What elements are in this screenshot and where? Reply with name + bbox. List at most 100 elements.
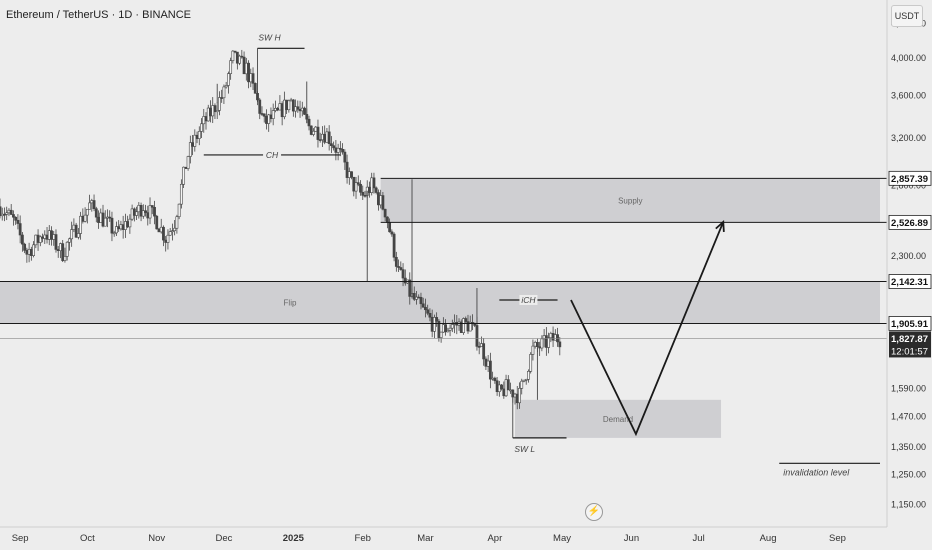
candle-body: [538, 346, 542, 349]
candle-body: [222, 86, 226, 99]
candle-body: [240, 55, 244, 58]
structure-label-sw-h: SW H: [258, 32, 281, 42]
candle-body: [9, 209, 13, 215]
candle-body: [25, 250, 29, 255]
candle-body: [20, 234, 24, 245]
candle-body: [332, 145, 336, 149]
candle-body: [238, 55, 241, 64]
candle-body: [5, 212, 9, 215]
candle-body: [408, 279, 412, 297]
candle-body: [112, 232, 116, 235]
candle-body: [323, 133, 327, 143]
candle-body: [162, 226, 165, 241]
candle-body: [103, 217, 107, 227]
candle-body: [0, 213, 4, 217]
candle-body: [65, 241, 69, 257]
candle-body: [522, 379, 526, 382]
candle-body: [303, 107, 306, 115]
candle-body: [128, 218, 132, 228]
candle-body: [68, 238, 71, 243]
price-tick-label: 3,600.00: [891, 91, 926, 101]
candle-body: [150, 205, 154, 208]
zone-label-flip: Flip: [284, 299, 297, 308]
candle-body: [137, 204, 141, 213]
candle-body: [260, 113, 264, 115]
candle-body: [175, 216, 179, 229]
candle-body: [430, 316, 434, 332]
candle-body: [309, 125, 313, 135]
candle-body: [285, 99, 289, 111]
time-tick-label: 2025: [283, 533, 305, 544]
candle-body: [186, 156, 190, 169]
candle-body: [334, 147, 338, 153]
candle-body: [439, 331, 443, 338]
candle-body: [488, 360, 492, 380]
candle-body: [47, 230, 51, 240]
candle-body: [106, 216, 109, 219]
candle-body: [318, 139, 322, 141]
price-tick-label: 1,150.00: [891, 499, 926, 509]
candle-body: [144, 210, 147, 213]
bolt-icon[interactable]: ⚡: [585, 503, 603, 521]
candle-body: [50, 230, 53, 240]
candle-body: [157, 228, 161, 233]
candle-body: [520, 380, 524, 389]
candle-body: [90, 200, 94, 204]
candle-body: [524, 379, 528, 381]
candle-body: [184, 166, 188, 169]
candle-body: [52, 234, 56, 240]
candle-body: [500, 384, 503, 390]
structure-label-bg: [519, 294, 538, 305]
candle-body: [166, 234, 170, 243]
zone-label-demand: Demand: [603, 415, 633, 424]
candle-body: [153, 206, 156, 217]
level-price-box: [888, 274, 932, 289]
price-countdown-label: 12:01:57: [891, 346, 928, 357]
level-price-box: [888, 214, 932, 230]
candle-body: [247, 62, 250, 83]
candle-body: [515, 393, 519, 404]
candle-body: [497, 384, 501, 393]
candle-body: [265, 115, 268, 124]
candle-body: [428, 312, 432, 318]
candle-body: [191, 142, 194, 147]
candle-body: [321, 133, 324, 141]
candle-body: [276, 107, 280, 111]
candle-body: [148, 205, 152, 219]
candle-body: [354, 182, 358, 192]
candle-body: [218, 97, 221, 111]
candle-body: [347, 171, 351, 178]
candle-body: [484, 358, 488, 367]
candle-body: [43, 234, 47, 239]
candle-body: [419, 296, 423, 305]
time-tick-label: Jul: [693, 533, 705, 544]
candle-body: [553, 334, 557, 341]
candle-body: [486, 360, 490, 367]
candle-body: [464, 318, 468, 322]
candle-body: [59, 243, 62, 251]
candle-body: [491, 377, 495, 380]
candle-body: [280, 103, 284, 118]
time-tick-label: Jun: [624, 533, 639, 544]
candle-body: [251, 73, 255, 84]
candle-body: [119, 224, 123, 230]
candle-body: [379, 195, 383, 206]
structure-label-sw-l: SW L: [514, 444, 535, 454]
candle-body: [108, 216, 112, 219]
currency-button[interactable]: USDT: [891, 5, 923, 27]
projection-arrowhead: [715, 220, 725, 232]
candle-body: [173, 227, 177, 232]
candle-body: [56, 249, 60, 251]
candle-body: [394, 256, 398, 267]
candle-body: [435, 317, 439, 322]
candle-body: [168, 231, 172, 236]
candle-body: [298, 109, 302, 112]
candle-body: [16, 219, 20, 224]
candle-body: [224, 85, 228, 88]
candle-body: [155, 215, 159, 230]
candle-body: [94, 208, 98, 218]
current-price-label: 1,827.87: [891, 334, 928, 345]
candle-body: [41, 236, 44, 239]
